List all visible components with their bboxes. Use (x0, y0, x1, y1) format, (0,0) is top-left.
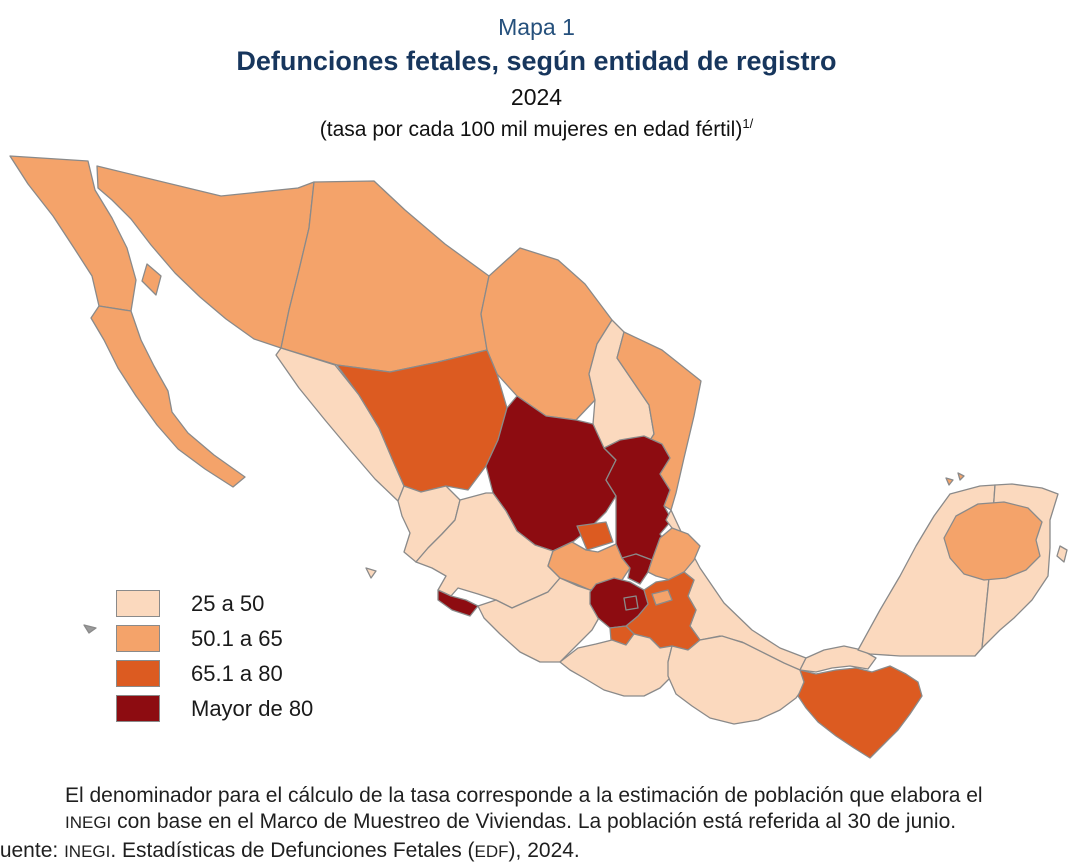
source-label: Fuente: (0, 838, 59, 862)
state-tabasco (799, 645, 877, 673)
state-ciudad-de-mexico (623, 595, 639, 611)
legend-row: 65.1 a 80 (116, 656, 313, 691)
small-island-north-1 (945, 477, 954, 486)
map-number-label: Mapa 1 (498, 14, 575, 40)
legend-label: 65.1 a 80 (191, 660, 283, 686)
footnote-line-1: El denominador para el cálculo de la tas… (65, 784, 983, 807)
legend-row: Mayor de 80 (116, 691, 313, 726)
mexico-choropleth-map (0, 148, 1073, 768)
state-chihuahua (280, 180, 490, 373)
inegi-smallcaps: INEGI (65, 813, 112, 833)
small-island-north-2 (957, 472, 965, 481)
legend-row: 25 a 50 (116, 586, 313, 621)
source-inegi: INEGI (64, 841, 111, 861)
isla-tiburon (141, 263, 162, 296)
state-aguascalientes (576, 521, 614, 551)
page-title: Defunciones fetales, según entidad de re… (236, 46, 837, 76)
legend-label: Mayor de 80 (191, 695, 314, 721)
footer: El denominador para el cálculo de la tas… (0, 783, 1073, 864)
legend-label: 50.1 a 65 (191, 625, 283, 651)
state-hidalgo (647, 527, 701, 581)
state-durango (336, 349, 508, 493)
legend-swatch-50-65 (116, 625, 160, 652)
header: Mapa 1 Defunciones fetales, según entida… (0, 14, 1073, 142)
state-baja-california-sur (90, 305, 246, 488)
source-edf: EDF (474, 841, 509, 861)
source-text: . Estadísticas de Defunciones Fetales ( (110, 838, 475, 862)
state-colima (437, 589, 479, 617)
legend-swatch-mayor-80 (116, 695, 160, 722)
state-tlaxcala (651, 589, 673, 606)
state-mexico (589, 577, 649, 629)
state-chiapas (797, 665, 923, 759)
legend-row: 50.1 a 65 (116, 621, 313, 656)
source-year: ), 2024. (508, 838, 580, 862)
state-oaxaca (667, 635, 807, 725)
year-label: 2024 (510, 84, 563, 110)
legend-swatch-65-80 (116, 660, 160, 687)
footnote-line-2-text: con base en el Marco de Muestreo de Vivi… (111, 810, 957, 834)
footnote-marker: 1/ (742, 116, 754, 131)
footnote-line-2: INEGI con base en el Marco de Muestreo d… (0, 809, 1073, 835)
subtitle-text: (tasa por cada 100 mil mujeres en edad f… (319, 118, 743, 141)
state-sonora (96, 165, 315, 349)
state-queretaro (621, 553, 653, 585)
isla-cozumel (1056, 545, 1068, 563)
legend-label: 25 a 50 (191, 590, 265, 616)
state-san-luis-potosi (603, 435, 673, 561)
subtitle: (tasa por cada 100 mil mujeres en edad f… (0, 116, 1073, 142)
source-line: Fuente: INEGI. Estadísticas de Defuncion… (0, 838, 1073, 864)
map-legend: 25 a 50 50.1 a 65 65.1 a 80 Mayor de 80 (116, 586, 313, 726)
small-island-pacific (83, 624, 97, 634)
islas-marias (365, 567, 377, 579)
state-yucatan (943, 501, 1043, 581)
legend-swatch-25-50 (116, 590, 160, 617)
